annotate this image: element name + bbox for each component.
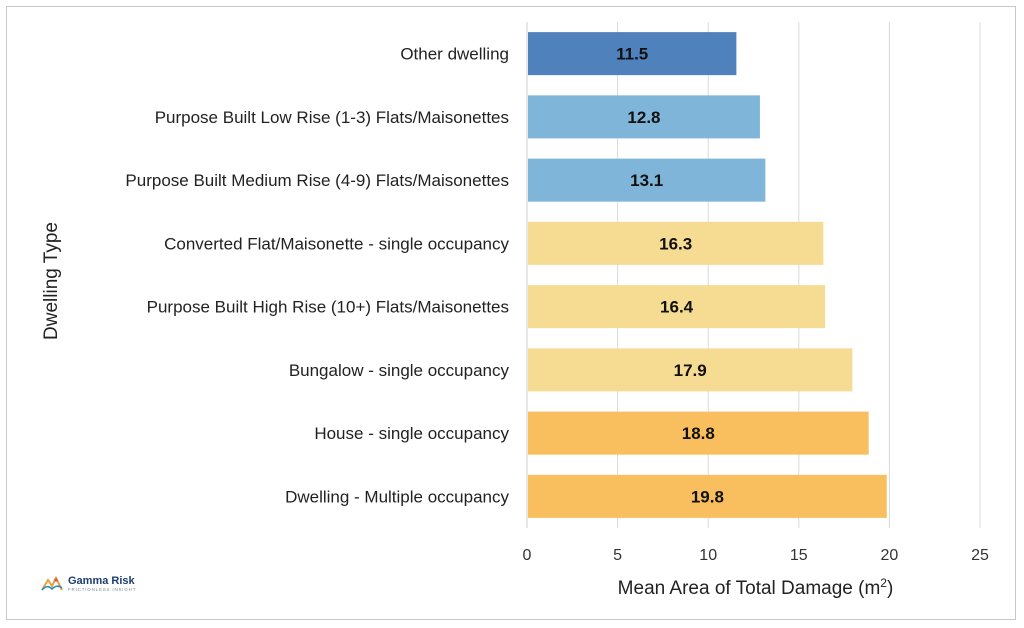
category-label: Converted Flat/Maisonette - single occup…: [164, 234, 509, 253]
bar-value-label: 12.8: [627, 108, 660, 127]
y-axis-label: Dwelling Type: [41, 222, 62, 340]
bar: [528, 221, 824, 265]
category-label: House - single occupancy: [314, 424, 509, 443]
x-tick-label: 25: [971, 547, 989, 564]
category-label: Purpose Built High Rise (10+) Flats/Mais…: [147, 298, 509, 317]
logo-icon: [41, 576, 63, 591]
bars: [528, 32, 887, 518]
gamma-risk-logo: Gamma Risk FRICTIONLESS INSIGHT: [40, 576, 136, 593]
bar: [528, 348, 853, 392]
bar-value-label: 11.5: [616, 45, 648, 64]
bar-value-label: 16.3: [659, 234, 692, 253]
logo-tagline: FRICTIONLESS INSIGHT: [68, 587, 137, 592]
category-label: Bungalow - single occupancy: [289, 361, 510, 380]
bar: [528, 474, 887, 518]
bar-value-label: 17.9: [674, 361, 707, 380]
x-tick-label: 15: [790, 547, 808, 564]
bar-value-label: 18.8: [682, 424, 715, 443]
bar-value-label: 16.4: [660, 298, 694, 317]
bar: [528, 95, 760, 139]
x-tick-label: 0: [523, 547, 532, 564]
category-labels: Other dwelling Purpose Built Low Rise (1-…: [125, 45, 509, 507]
category-label: Other dwelling: [400, 45, 509, 64]
bar-value-label: 13.1: [630, 171, 663, 190]
bar: [528, 285, 826, 329]
x-axis-label: Mean Area of Total Damage (m2): [618, 576, 894, 599]
x-tick-label: 10: [699, 547, 717, 564]
value-labels: 11.5 12.8 13.1 16.3 16.4 17.9 18.8 19.8: [616, 45, 724, 507]
x-tick-label: 5: [613, 547, 622, 564]
category-label: Purpose Built Low Rise (1-3) Flats/Maiso…: [155, 108, 509, 127]
logo-name: Gamma Risk: [68, 575, 135, 587]
bar: [528, 411, 869, 455]
x-tick-label: 20: [881, 547, 899, 564]
category-label: Dwelling - Multiple occupancy: [285, 487, 509, 506]
category-label: Purpose Built Medium Rise (4-9) Flats/Ma…: [125, 171, 509, 190]
bar: [528, 158, 766, 202]
x-tick-labels: 0 5 10 15 20 25: [523, 547, 989, 564]
bar: [528, 32, 737, 76]
bar-value-label: 19.8: [691, 487, 724, 506]
